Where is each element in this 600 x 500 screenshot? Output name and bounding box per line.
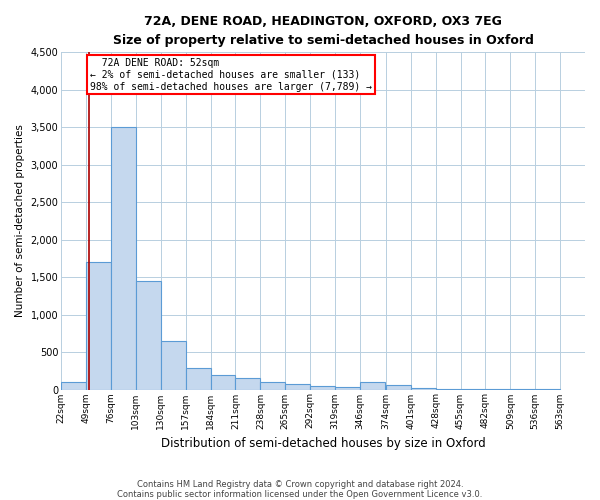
X-axis label: Distribution of semi-detached houses by size in Oxford: Distribution of semi-detached houses by … [161,437,485,450]
Bar [86,262,111,390]
Bar [161,341,186,390]
Bar [186,368,211,390]
Bar [360,382,385,390]
Y-axis label: Number of semi-detached properties: Number of semi-detached properties [15,124,25,318]
Bar [260,382,285,390]
Text: Contains HM Land Registry data © Crown copyright and database right 2024.: Contains HM Land Registry data © Crown c… [137,480,463,489]
Title: 72A, DENE ROAD, HEADINGTON, OXFORD, OX3 7EG
Size of property relative to semi-de: 72A, DENE ROAD, HEADINGTON, OXFORD, OX3 … [113,15,533,47]
Bar [411,388,436,390]
Bar [386,384,411,390]
Text: 72A DENE ROAD: 52sqm
← 2% of semi-detached houses are smaller (133)
98% of semi-: 72A DENE ROAD: 52sqm ← 2% of semi-detach… [90,58,372,92]
Bar [285,384,310,390]
Bar [211,374,235,390]
Bar [335,386,360,390]
Bar [136,281,161,390]
Bar [61,382,86,390]
Bar [310,386,335,390]
Bar [436,389,461,390]
Bar [235,378,260,390]
Bar [111,128,136,390]
Text: Contains public sector information licensed under the Open Government Licence v3: Contains public sector information licen… [118,490,482,499]
